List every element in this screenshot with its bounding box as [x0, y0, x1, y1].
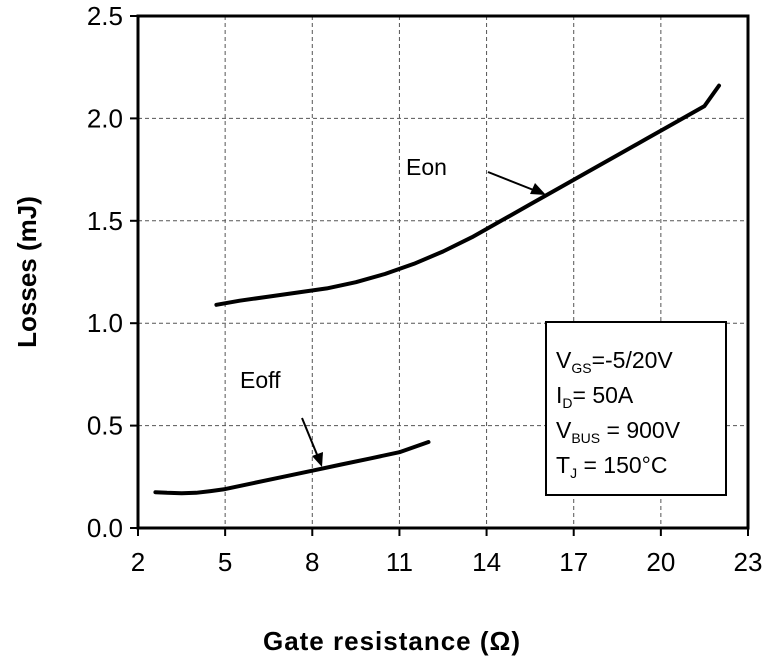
y-tick-label: 2.0 [87, 103, 123, 133]
series-line-eoff [153, 440, 431, 496]
eoff-arrow [301, 417, 319, 458]
x-tick-label: 8 [305, 547, 319, 577]
grid [138, 16, 748, 528]
eoff-arrow-head [312, 452, 323, 467]
conditions-box-frame [545, 321, 727, 496]
x-tick-label: 17 [559, 547, 588, 577]
x-tick-label: 14 [472, 547, 501, 577]
y-tick-label: 0.0 [87, 513, 123, 543]
condition-id: ID= 50A [556, 382, 634, 411]
y-tick-label: 2.5 [87, 1, 123, 31]
y-tick-label: 1.0 [87, 308, 123, 338]
x-tick-label: 5 [218, 547, 232, 577]
series-line-eon [214, 83, 721, 307]
conditions-box: VGS=-5/20V ID= 50A VBUS = 900V TJ = 150°… [545, 321, 727, 496]
annotations: Eon Eoff [240, 154, 546, 467]
y-tick-label: 0.5 [87, 411, 123, 441]
condition-vgs: VGS=-5/20V [556, 347, 673, 376]
x-tick-label: 20 [646, 547, 675, 577]
x-tick-label: 11 [386, 547, 413, 577]
eon-arrow [487, 171, 537, 192]
y-tick-label: 1.5 [87, 206, 123, 236]
x-tick-label: 23 [734, 547, 763, 577]
condition-vbus: VBUS = 900V [556, 417, 681, 446]
eon-label: Eon [406, 154, 447, 180]
condition-tj: TJ = 150°C [556, 452, 667, 481]
x-axis-title: Gate resistance (Ω) [263, 626, 521, 656]
plot-frame [136, 14, 750, 530]
x-tick-label: 2 [131, 547, 145, 577]
axis-ticks: 2 5 8 11 14 17 20 23 0.0 0.5 1.0 1.5 2.0 2.5 [87, 1, 763, 577]
series-lines [153, 83, 721, 496]
y-axis-title: Losses (mJ) [12, 196, 42, 348]
eon-arrow-head [530, 183, 546, 195]
eoff-label: Eoff [240, 367, 281, 393]
